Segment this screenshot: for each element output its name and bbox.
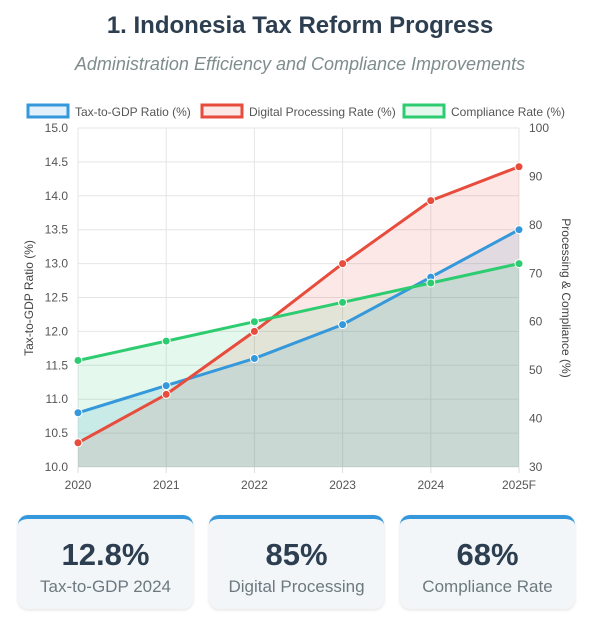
legend-swatch[interactable] [26,103,70,119]
y-left-tick-label: 11.0 [46,392,69,406]
axis-ticks: 10.0 10.5 11.0 11.5 12.0 12.5 13.0 13.5 14.0 14.5… [45,121,550,492]
y-right-tick-label: 90 [529,169,543,183]
y-right-tick-label: 100 [529,121,549,135]
x-tick-label: 2023 [329,478,356,492]
data-point[interactable] [426,278,436,288]
legend-swatch[interactable] [200,103,244,119]
x-tick-label: 2024 [417,478,444,492]
y-right-tick-label: 40 [529,412,543,426]
y-right-tick-label: 80 [529,218,543,232]
stat-card-compliance-rate: 68% Compliance Rate [400,515,575,609]
x-tick-label: 2025F [502,478,536,492]
line-chart: Tax-to-GDP Ratio (%) Digital Processing R… [22,103,573,492]
stat-card-digital-processing: 85% Digital Processing [209,515,384,609]
series-areas [78,166,519,467]
stat-value: 68% [456,537,519,572]
series-line-1 [77,165,520,445]
stat-label: Digital Processing [228,577,365,596]
x-tick-label: 2020 [65,478,92,492]
stat-value: 85% [265,537,328,572]
data-point[interactable] [249,354,259,364]
y-left-tick-label: 10.0 [45,460,69,474]
data-point[interactable] [73,438,83,448]
data-point[interactable] [73,355,83,365]
series-line-2 [77,262,520,362]
y-right-tick-label: 70 [529,266,543,280]
data-point[interactable] [514,225,524,235]
y-left-tick-label: 10.5 [45,426,69,440]
series-area-1 [78,166,519,467]
data-point[interactable] [426,196,436,206]
y-left-tick-label: 12.5 [45,291,69,305]
legend-label[interactable]: Digital Processing Rate (%) [249,105,396,119]
data-point[interactable] [514,162,524,172]
y-left-tick-label: 15.0 [45,121,69,135]
x-tick-label: 2022 [241,478,268,492]
data-point[interactable] [249,317,259,327]
stat-label: Compliance Rate [422,577,553,596]
y-right-tick-label: 30 [529,460,543,474]
y-right-tick-label: 60 [529,315,543,329]
series-area-2 [78,263,519,467]
data-point[interactable] [249,326,259,336]
data-point[interactable] [161,389,171,399]
y-left-tick-label: 12.0 [45,324,69,338]
y-right-tick-label: 50 [529,363,543,377]
legend-label[interactable]: Tax-to-GDP Ratio (%) [75,105,191,119]
y-left-tick-label: 13.5 [45,223,69,237]
data-point[interactable] [161,336,171,346]
y-left-tick-label: 14.0 [45,189,69,203]
data-point[interactable] [338,297,348,307]
stat-value: 12.8% [61,537,150,572]
y-axis-right-label: Processing & Compliance (%) [559,218,573,377]
y-left-tick-label: 13.0 [45,257,69,271]
series-lines [77,165,520,445]
series-points [73,162,524,448]
chart-legend[interactable]: Tax-to-GDP Ratio (%) Digital Processing R… [26,103,565,119]
series-line-0 [77,228,520,415]
data-point[interactable] [338,320,348,330]
legend-label[interactable]: Compliance Rate (%) [451,105,565,119]
y-left-tick-label: 11.5 [46,358,69,372]
legend-swatch[interactable] [402,103,446,119]
data-point[interactable] [161,381,171,391]
data-point[interactable] [514,259,524,269]
stat-label: Tax-to-GDP 2024 [39,577,172,596]
chart-title: 1. Indonesia Tax Reform Progress [106,12,494,39]
stats-cards: 12.8% Tax-to-GDP 2024 85% Digital Proces… [18,515,576,609]
data-point[interactable] [338,259,348,269]
y-axis-left-label: Tax-to-GDP Ratio (%) [22,240,36,356]
series-area-0 [78,229,519,467]
data-point[interactable] [73,408,83,418]
stat-card-tax-to-gdp: 12.8% Tax-to-GDP 2024 [18,515,193,609]
chart-subtitle: Administration Efficiency and Compliance… [74,54,526,74]
x-tick-label: 2021 [153,478,180,492]
y-left-tick-label: 14.5 [45,155,69,169]
